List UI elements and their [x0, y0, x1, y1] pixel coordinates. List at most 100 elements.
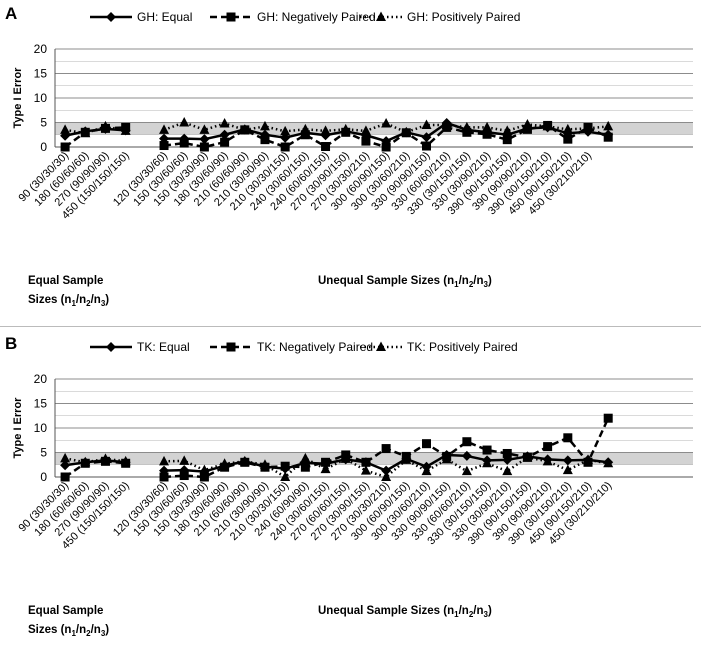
equal-group-sizes-label: Sizes (n1/n2/n3): [28, 624, 109, 638]
data-point: [482, 445, 492, 455]
data-point: [179, 471, 189, 481]
data-point: [381, 444, 391, 454]
data-point: [381, 117, 392, 128]
data-point: [300, 452, 311, 463]
y-axis-label: Type I Error: [12, 397, 24, 459]
data-point: [421, 132, 432, 143]
data-point: [421, 465, 432, 476]
legend-label: GH: Negatively Paired: [257, 10, 376, 24]
data-point: [280, 461, 290, 471]
legend-item: GH: Equal: [90, 10, 192, 24]
legend-label: TK: Equal: [137, 340, 190, 354]
data-point: [179, 455, 190, 465]
data-point: [543, 442, 553, 452]
y-tick-label: 5: [40, 446, 47, 460]
data-point: [401, 454, 412, 464]
data-point: [603, 457, 614, 468]
data-point: [441, 453, 452, 464]
y-tick-label: 15: [34, 397, 48, 411]
data-point: [300, 130, 310, 140]
data-point: [441, 119, 452, 129]
data-point: [542, 120, 553, 131]
legend-item: GH: Positively Paired: [360, 10, 520, 24]
data-point: [280, 125, 291, 136]
data-point: [461, 450, 472, 461]
legend-marker: [226, 12, 236, 22]
legend-item: TK: Negatively Paired: [210, 340, 373, 354]
legend-marker: [376, 341, 386, 351]
data-point: [361, 457, 371, 467]
chart-a-svg: A GH: Equal GH: Negatively Paired GH: Posit…: [5, 4, 693, 308]
data-point: [159, 141, 169, 151]
data-point: [199, 472, 209, 482]
data-point: [562, 464, 573, 475]
data-point: [179, 117, 190, 127]
data-point: [482, 129, 492, 139]
data-point: [321, 142, 331, 152]
data-point: [340, 453, 351, 463]
legend-item: TK: Positively Paired: [360, 340, 518, 354]
data-point: [259, 120, 270, 131]
y-tick-label: 0: [40, 140, 47, 154]
data-point: [603, 120, 614, 131]
panel-b: B TK: Equal TK: Negatively Paired TK: Posit…: [0, 330, 701, 654]
chart-b-svg: B TK: Equal TK: Negatively Paired TK: Posit…: [5, 334, 693, 638]
data-point: [199, 134, 210, 145]
data-point: [502, 465, 513, 476]
series-1: [60, 413, 613, 482]
data-point: [199, 142, 209, 152]
data-point: [260, 135, 270, 145]
legend-label: TK: Positively Paired: [407, 340, 518, 354]
panel-letter: A: [5, 4, 17, 23]
data-point: [320, 125, 331, 135]
data-point: [542, 455, 553, 466]
data-point: [100, 453, 111, 463]
data-point: [502, 448, 512, 458]
data-point: [199, 464, 210, 475]
equal-group-sizes-label: Sizes (n1/n2/n3): [28, 294, 109, 308]
category-labels: 90 (30/30/30)180 (60/60/60)270 (90/90/90…: [16, 480, 614, 552]
data-point: [482, 121, 493, 132]
data-point: [280, 142, 290, 152]
data-point: [401, 126, 412, 137]
y-tick-label: 0: [40, 470, 47, 484]
data-point: [583, 122, 594, 133]
data-point: [461, 465, 472, 476]
data-point: [502, 135, 512, 145]
data-point: [603, 132, 613, 142]
data-point: [522, 118, 533, 129]
data-point: [522, 124, 532, 134]
y-axis-label: Type I Error: [12, 67, 24, 129]
data-point: [219, 129, 230, 140]
data-point: [360, 465, 371, 475]
series-line: [64, 125, 126, 135]
data-point: [563, 433, 573, 443]
data-point: [300, 462, 310, 472]
data-point: [563, 134, 573, 144]
data-point: [361, 136, 371, 146]
data-point: [421, 439, 431, 449]
data-point: [80, 127, 91, 138]
category-labels: 90 (30/30/30)180 (60/60/60)270 (90/90/90…: [16, 150, 594, 222]
y-tick-label: 20: [34, 372, 48, 386]
data-point: [239, 455, 250, 466]
panel-divider: [0, 326, 701, 327]
data-point: [159, 124, 170, 134]
data-point: [259, 459, 270, 469]
data-point: [120, 125, 131, 135]
data-point: [179, 465, 190, 476]
data-point: [220, 137, 230, 147]
data-point: [199, 124, 210, 134]
panel-a: A GH: Equal GH: Negatively Paired GH: Posit…: [0, 0, 701, 324]
equal-group-label: Equal Sample: [28, 605, 103, 617]
data-point: [60, 124, 71, 134]
data-point: [120, 455, 131, 466]
data-point: [60, 460, 71, 471]
data-point: [159, 455, 170, 466]
y-tick-label: 10: [34, 91, 48, 105]
data-point: [60, 142, 70, 152]
data-point: [159, 472, 169, 482]
data-point: [562, 123, 573, 134]
series-line: [64, 126, 126, 149]
y-tick-label: 20: [34, 42, 48, 56]
